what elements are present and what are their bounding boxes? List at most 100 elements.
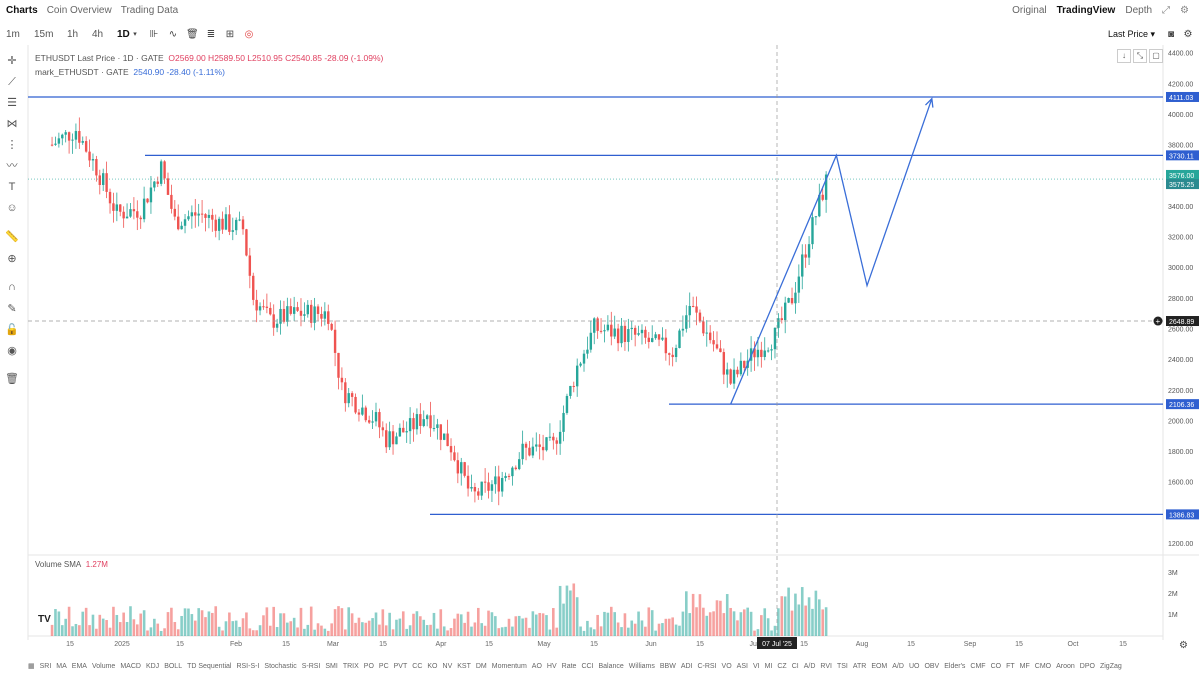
- indicator-49[interactable]: MF: [1019, 663, 1030, 670]
- magnet-icon[interactable]: ∩: [8, 281, 16, 293]
- horizontal-lines-icon[interactable]: ☰: [7, 97, 17, 109]
- trend-line-icon[interactable]: ⟋: [8, 76, 16, 88]
- maximize-icon[interactable]: ▢: [1149, 49, 1163, 63]
- trash-icon[interactable]: 🗑: [186, 29, 199, 40]
- indicator-22[interactable]: AO: [531, 663, 542, 670]
- indicator-40[interactable]: ATR: [852, 663, 867, 670]
- indicator-29[interactable]: ADI: [680, 663, 693, 670]
- indicator-30[interactable]: C-RSI: [697, 663, 717, 670]
- ruler-icon[interactable]: 📏: [5, 231, 19, 243]
- indicator-38[interactable]: RVI: [820, 663, 832, 670]
- indicator-4[interactable]: MACD: [120, 663, 141, 670]
- emoji-icon[interactable]: ☺: [6, 202, 18, 214]
- timeframe-4h[interactable]: 4h: [92, 29, 104, 40]
- indicator-33[interactable]: VI: [752, 663, 760, 670]
- target-icon[interactable]: ◎: [244, 29, 254, 40]
- indicator-0[interactable]: SRI: [39, 663, 52, 670]
- indicator-32[interactable]: ASI: [736, 663, 748, 670]
- zoom-icon[interactable]: ⊕: [7, 253, 17, 265]
- crosshair-icon[interactable]: ✛: [7, 55, 17, 67]
- indicator-46[interactable]: CMF: [970, 663, 986, 670]
- settings-gear-icon[interactable]: ⚙: [1179, 640, 1188, 651]
- indicator-7[interactable]: TD Sequential: [187, 663, 232, 670]
- indicator-53[interactable]: ZigZag: [1099, 663, 1122, 670]
- indicator-19[interactable]: KST: [457, 663, 471, 670]
- indicator-11[interactable]: SMI: [325, 663, 338, 670]
- indicator-37[interactable]: A/D: [803, 663, 816, 670]
- eye-icon[interactable]: ◉: [7, 345, 17, 357]
- indicator-36[interactable]: CI: [791, 663, 799, 670]
- indicator-31[interactable]: VO: [721, 663, 732, 670]
- indicator-24[interactable]: Rate: [561, 663, 577, 670]
- down-arrow-icon[interactable]: ↓: [1117, 49, 1131, 63]
- text-icon[interactable]: T: [8, 181, 16, 193]
- view-depth[interactable]: Depth: [1125, 5, 1153, 16]
- fib-icon[interactable]: ⋮: [6, 139, 18, 151]
- indicator-52[interactable]: DPO: [1079, 663, 1095, 670]
- indicator-2[interactable]: EMA: [71, 663, 87, 670]
- timeframe-1m[interactable]: 1m: [6, 29, 20, 40]
- indicator-14[interactable]: PC: [378, 663, 389, 670]
- indicator-23[interactable]: HV: [546, 663, 557, 670]
- indicator-1[interactable]: MA: [56, 663, 67, 670]
- expand-icon[interactable]: ⤢: [1162, 5, 1171, 16]
- camera-icon[interactable]: ◙: [1167, 29, 1175, 40]
- tab-charts[interactable]: Charts: [6, 5, 38, 16]
- indicator-47[interactable]: CO: [990, 663, 1002, 670]
- lock-icon[interactable]: 🔓: [5, 324, 19, 336]
- indicator-20[interactable]: DM: [475, 663, 487, 670]
- pattern-icon[interactable]: ⋈: [6, 118, 18, 130]
- indicator-26[interactable]: Balance: [598, 663, 624, 670]
- indicator-43[interactable]: UO: [908, 663, 920, 670]
- indicator-28[interactable]: BBW: [659, 663, 676, 670]
- list-icon[interactable]: ≣: [206, 29, 216, 40]
- indicator-18[interactable]: NV: [442, 663, 453, 670]
- indicator-8[interactable]: RSI-S-I: [236, 663, 260, 670]
- pencil-lock-icon[interactable]: ✎: [7, 303, 17, 315]
- price-source-select[interactable]: Last Price ▾: [1107, 29, 1155, 39]
- indicator-12[interactable]: TRIX: [342, 663, 359, 670]
- indicator-44[interactable]: OBV: [924, 663, 940, 670]
- indicator-27[interactable]: Williams: [628, 663, 655, 670]
- indicator-45[interactable]: Elder's: [944, 663, 966, 670]
- grid-icon[interactable]: ⊞: [225, 29, 235, 40]
- add-alert-icon[interactable]: [1153, 316, 1163, 326]
- indicator-42[interactable]: A/D: [892, 663, 904, 670]
- indicator-21[interactable]: Momentum: [491, 663, 527, 670]
- indicator-48[interactable]: FT: [1006, 663, 1015, 670]
- indicator-17[interactable]: KO: [427, 663, 438, 670]
- indicator-50[interactable]: CMO: [1034, 663, 1052, 670]
- indicator-51[interactable]: Aroon: [1056, 663, 1075, 670]
- indicator-35[interactable]: CZ: [777, 663, 787, 670]
- indicator-13[interactable]: PO: [363, 663, 374, 670]
- collapse-icon[interactable]: ⤡: [1133, 49, 1147, 63]
- indicator-39[interactable]: TSI: [836, 663, 848, 670]
- view-original[interactable]: Original: [1012, 5, 1047, 16]
- indicator-25[interactable]: CCI: [581, 663, 594, 670]
- timeframe-1d[interactable]: 1D: [117, 29, 130, 40]
- timeframe-15m[interactable]: 15m: [34, 29, 54, 40]
- indicator-icon[interactable]: ∿: [168, 29, 178, 40]
- indicator-15[interactable]: PVT: [393, 663, 408, 670]
- settings-icon[interactable]: ⚙: [1180, 5, 1189, 16]
- gear-icon[interactable]: ⚙: [1183, 29, 1193, 40]
- indicator-9[interactable]: Stochastic: [264, 663, 297, 670]
- indicator-3[interactable]: Volume: [91, 663, 116, 670]
- candle-type-icon[interactable]: ⊪: [149, 29, 159, 40]
- indicator-5[interactable]: KDJ: [145, 663, 160, 670]
- indicator-10[interactable]: S-RSI: [301, 663, 321, 670]
- indicator-16[interactable]: CC: [412, 663, 423, 670]
- delete-icon[interactable]: 🗑: [5, 373, 19, 385]
- timeframe-1h[interactable]: 1h: [67, 29, 79, 40]
- chevron-down-icon[interactable]: ▾: [133, 31, 137, 38]
- view-tradingview[interactable]: TradingView: [1056, 5, 1116, 16]
- indicator-6[interactable]: BOLL: [164, 663, 183, 670]
- tab-coin-overview[interactable]: Coin Overview: [46, 5, 112, 16]
- calendar-icon[interactable]: ▦: [28, 663, 35, 670]
- indicator-34[interactable]: MI: [764, 663, 773, 670]
- tab-trading-data[interactable]: Trading Data: [120, 5, 179, 16]
- indicator-41[interactable]: EOM: [871, 663, 888, 670]
- wave-icon[interactable]: 〰: [6, 160, 18, 172]
- projection-path[interactable]: [730, 98, 933, 405]
